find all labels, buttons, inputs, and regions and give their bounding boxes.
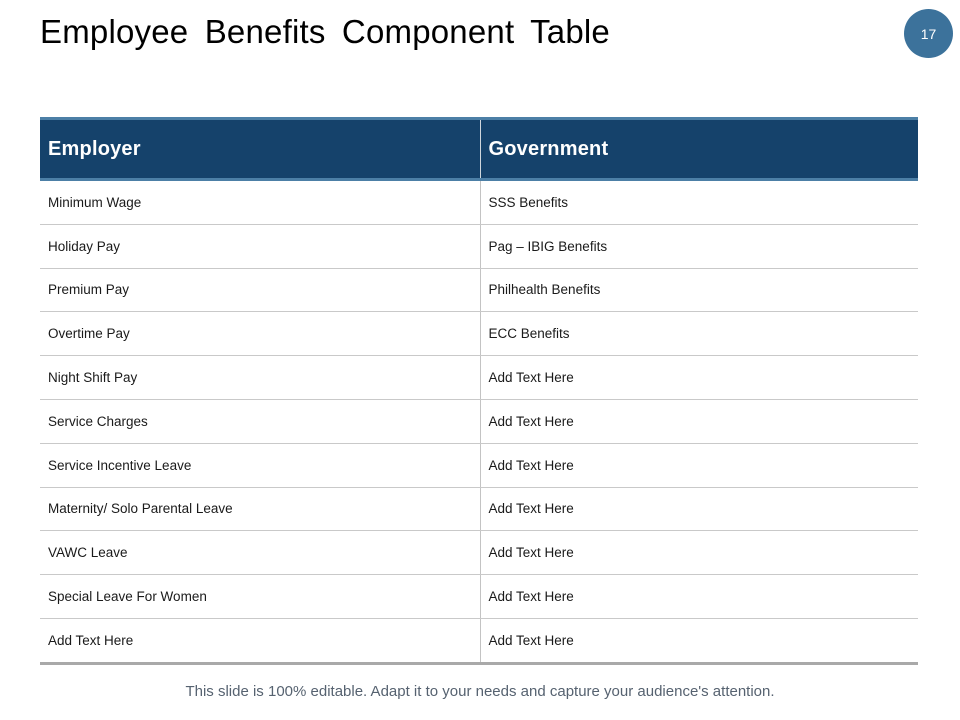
government-cell: Add Text Here xyxy=(479,443,918,488)
table-row: VAWC Leave Add Text Here xyxy=(40,530,918,576)
employer-cell: Special Leave For Women xyxy=(40,574,480,619)
table-row: Night Shift Pay Add Text Here xyxy=(40,355,918,400)
table-row: Maternity/ Solo Parental Leave Add Text … xyxy=(40,487,918,532)
table-row: Service Charges Add Text Here xyxy=(40,399,918,444)
header-row: Employer Government xyxy=(40,117,918,181)
table-row: Premium Pay Philhealth Benefits xyxy=(40,268,918,313)
employer-cell: Service Incentive Leave xyxy=(40,443,480,488)
employer-cell: VAWC Leave xyxy=(40,530,480,576)
employer-cell: Minimum Wage xyxy=(40,179,480,225)
government-cell: SSS Benefits xyxy=(479,179,918,225)
table-row: Add Text Here Add Text Here xyxy=(40,618,918,665)
page-title: Employee Benefits Component Table xyxy=(40,13,610,50)
footer-note: This slide is 100% editable. Adapt it to… xyxy=(185,683,775,700)
benefits-table-body: Minimum Wage SSS Benefits Holiday Pay Pa… xyxy=(40,179,918,665)
column-header-government: Government xyxy=(479,117,918,181)
employer-cell: Service Charges xyxy=(40,399,480,444)
government-cell: Add Text Here xyxy=(479,530,918,576)
employer-cell: Maternity/ Solo Parental Leave xyxy=(40,487,480,532)
employer-cell: Premium Pay xyxy=(40,268,480,313)
government-cell: Add Text Here xyxy=(479,355,918,400)
government-cell: Philhealth Benefits xyxy=(479,268,918,313)
government-cell: Add Text Here xyxy=(479,487,918,532)
employer-cell: Night Shift Pay xyxy=(40,355,480,400)
table-row: Special Leave For Women Add Text Here xyxy=(40,574,918,619)
government-cell: Pag – IBIG Benefits xyxy=(479,224,918,269)
government-cell: Add Text Here xyxy=(479,574,918,619)
page-number-badge: 17 xyxy=(904,9,953,58)
government-cell: ECC Benefits xyxy=(479,311,918,357)
table-row: Holiday Pay Pag – IBIG Benefits xyxy=(40,224,918,269)
column-header-employer: Employer xyxy=(40,117,480,181)
benefits-table: Employer Government Minimum Wage SSS Ben… xyxy=(40,117,918,665)
employer-cell: Overtime Pay xyxy=(40,311,480,357)
employer-cell: Holiday Pay xyxy=(40,224,480,269)
government-cell: Add Text Here xyxy=(479,618,918,665)
page-number: 17 xyxy=(920,25,937,42)
table-row: Minimum Wage SSS Benefits xyxy=(40,179,918,225)
government-cell: Add Text Here xyxy=(479,399,918,444)
benefits-table-header: Employer Government xyxy=(40,117,918,181)
table-row: Overtime Pay ECC Benefits xyxy=(40,311,918,357)
table-row: Service Incentive Leave Add Text Here xyxy=(40,443,918,488)
employer-cell: Add Text Here xyxy=(40,618,480,665)
